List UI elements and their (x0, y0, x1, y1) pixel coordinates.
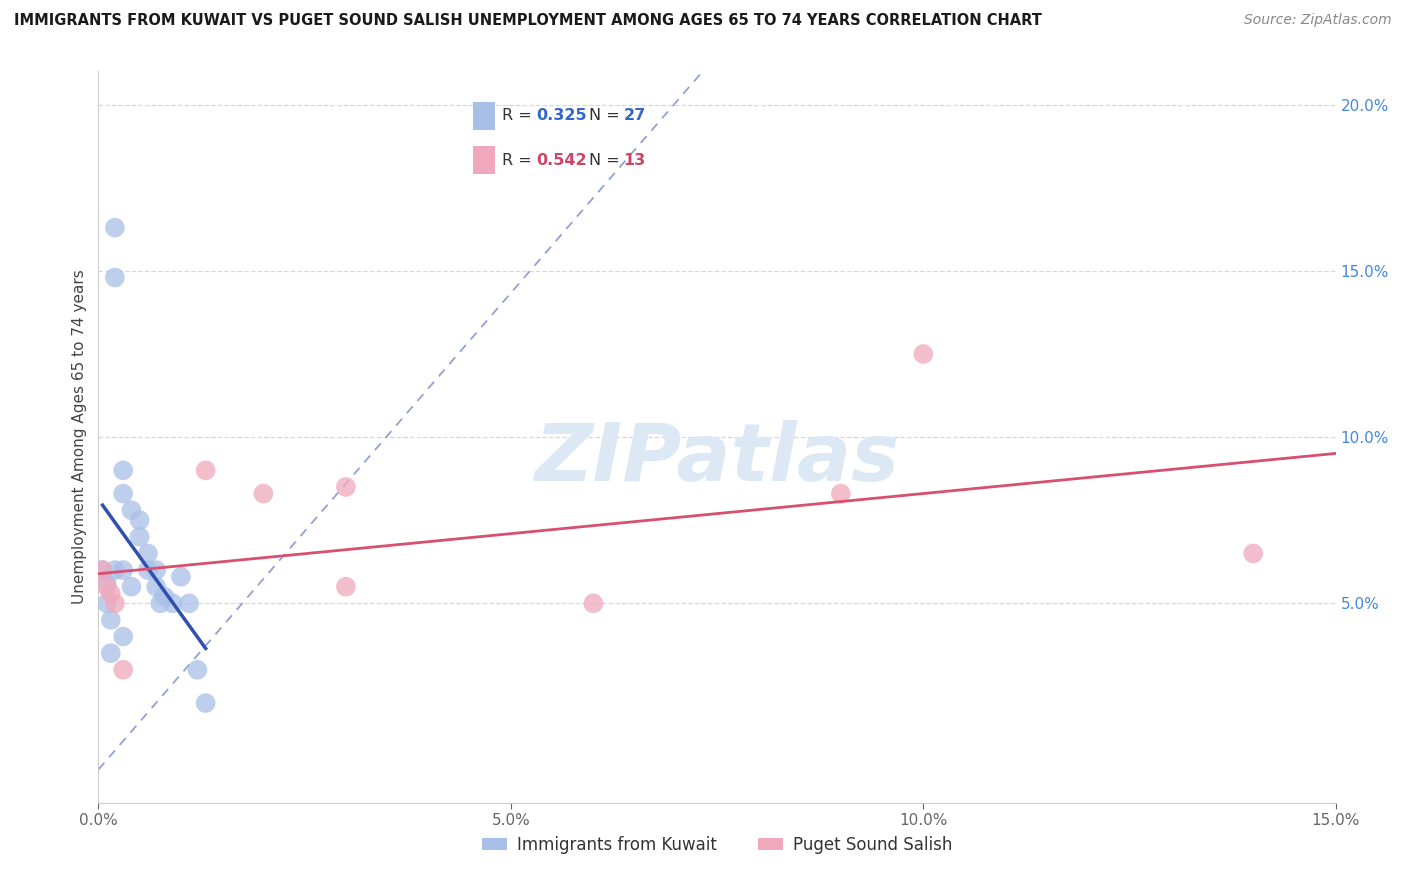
Point (145, 563, 167, 577)
Point (91, 563, 114, 577)
Point (104, 270, 127, 285)
Point (252, 486, 274, 500)
Point (145, 580, 167, 594)
Point (112, 630, 135, 644)
Point (91, 563, 114, 577)
Point (1241, 546, 1264, 560)
Point (120, 580, 142, 594)
Text: IMMIGRANTS FROM KUWAIT VS PUGET SOUND SALISH UNEMPLOYMENT AMONG AGES 65 TO 74 YE: IMMIGRANTS FROM KUWAIT VS PUGET SOUND SA… (14, 13, 1042, 29)
Point (170, 570, 193, 584)
Legend: Immigrants from Kuwait, Puget Sound Salish: Immigrants from Kuwait, Puget Sound Sali… (475, 829, 959, 860)
Point (112, 563, 135, 577)
Point (104, 220, 127, 235)
Point (100, 586, 122, 600)
Point (96, 596, 118, 610)
Point (128, 530, 150, 544)
Point (112, 486, 135, 500)
Text: Source: ZipAtlas.com: Source: ZipAtlas.com (1244, 13, 1392, 28)
Point (120, 503, 142, 517)
Point (912, 347, 935, 361)
Point (112, 663, 135, 677)
Point (136, 563, 159, 577)
Point (104, 596, 127, 610)
Point (100, 613, 122, 627)
Point (112, 463, 135, 477)
Point (136, 546, 159, 560)
Point (153, 590, 176, 604)
Point (335, 480, 357, 494)
Text: ZIPatlas: ZIPatlas (534, 420, 900, 498)
Point (335, 580, 357, 594)
Point (100, 646, 122, 660)
Point (96, 576, 118, 591)
Point (179, 596, 201, 610)
Point (830, 486, 852, 500)
Point (582, 596, 605, 610)
Point (128, 513, 150, 527)
Point (186, 663, 208, 677)
Point (96, 580, 118, 594)
Point (149, 596, 172, 610)
Point (194, 696, 217, 710)
Point (194, 463, 217, 477)
Y-axis label: Unemployment Among Ages 65 to 74 years: Unemployment Among Ages 65 to 74 years (72, 269, 87, 605)
Point (104, 563, 127, 577)
Point (162, 596, 184, 610)
